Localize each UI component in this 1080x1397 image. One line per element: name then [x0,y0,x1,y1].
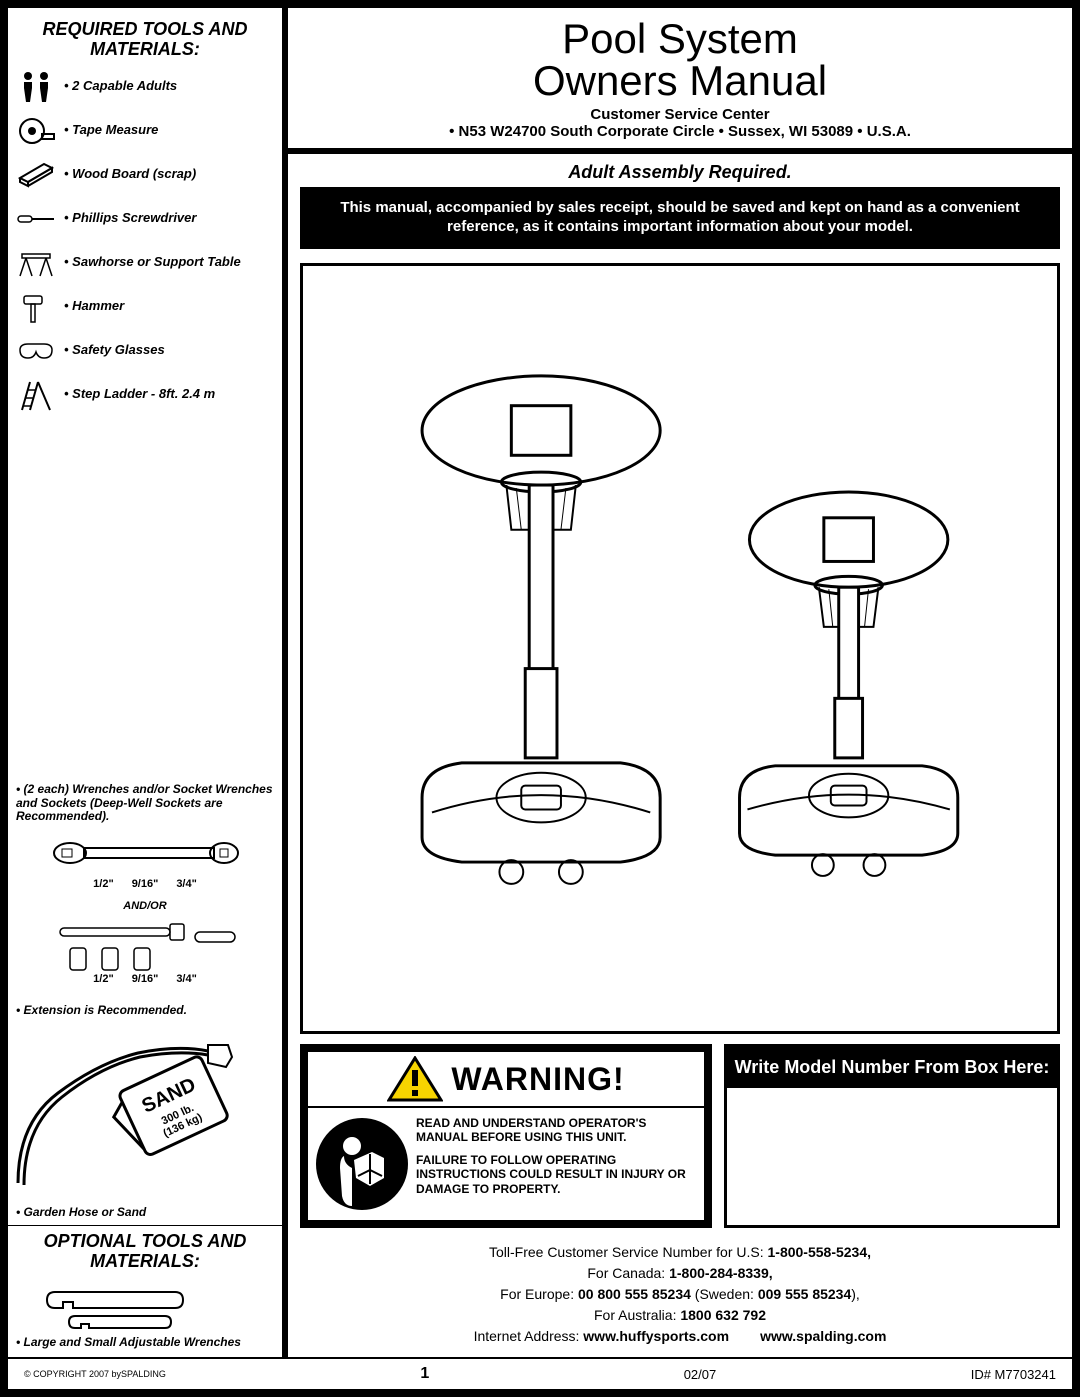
optional-tools-header: OPTIONAL TOOLS AND MATERIALS: [8,1225,282,1280]
footer-date: 02/07 [684,1367,717,1382]
sand-hose-area: SAND 300 lb. (136 kg) [8,1023,282,1203]
basketball-system-icon [303,266,1057,1032]
tool-screwdriver: • Phillips Screwdriver [16,202,274,236]
tool-hammer: • Hammer [16,290,274,324]
hammer-icon [16,290,56,324]
page: REQUIRED TOOLS AND MATERIALS: • 2 Capabl… [0,0,1080,1397]
tools-list: • 2 Capable Adults • Tape Measure • Wood… [8,64,282,783]
main-title: Pool SystemOwners Manual [300,18,1060,102]
contact-eu: For Europe: 00 800 555 85234 (Sweden: 00… [300,1284,1060,1305]
hose-sand-icon: SAND 300 lb. (136 kg) [8,1023,268,1203]
warning-body: READ AND UNDERSTAND OPERATOR'S MANUAL BE… [308,1108,704,1220]
model-number-header: Write Model Number From Box Here: [727,1047,1057,1088]
address: • N53 W24700 South Corporate Circle • Su… [300,123,1060,140]
tool-label: • Tape Measure [64,123,158,137]
title-block: Pool SystemOwners Manual Customer Servic… [288,8,1072,154]
product-illustration [300,263,1060,1035]
safety-glasses-icon [16,334,56,368]
size-label: 9/16" [132,973,159,985]
andor-label: AND/OR [8,894,282,918]
size-label: 1/2" [93,973,114,985]
right-column: Pool SystemOwners Manual Customer Servic… [288,8,1072,1357]
tool-label: • Step Ladder - 8ft. 2.4 m [64,387,215,401]
tool-label: • Hammer [64,299,124,313]
socket-sizes: 1/2" 9/16" 3/4" [8,918,282,989]
tool-label: • Phillips Screwdriver [64,211,196,225]
tool-label: • Safety Glasses [64,343,165,357]
wood-board-icon [16,158,56,192]
sawhorse-icon [16,246,56,280]
optional-wrench-label: • Large and Small Adjustable Wrenches [8,1336,282,1357]
warning-triangle-icon [387,1056,443,1102]
customer-service-center: Customer Service Center [300,106,1060,123]
tool-label: • Sawhorse or Support Table [64,255,241,269]
copyright: © COPYRIGHT 2007 bySPALDING [24,1369,166,1379]
tool-glasses: • Safety Glasses [16,334,274,368]
tool-board: • Wood Board (scrap) [16,158,274,192]
screwdriver-icon [16,202,56,236]
ladder-icon [16,378,56,412]
size-label: 1/2" [93,878,114,890]
contact-ca: For Canada: 1-800-284-8339, [300,1263,1060,1284]
required-tools-header: REQUIRED TOOLS AND MATERIALS: [8,8,282,64]
tool-label: • 2 Capable Adults [64,79,177,93]
contact-us: Toll-Free Customer Service Number for U.… [300,1242,1060,1263]
contact-web: Internet Address: www.huffysports.com ww… [300,1326,1060,1347]
contact-block: Toll-Free Customer Service Number for U.… [288,1228,1072,1357]
tool-label: • Wood Board (scrap) [64,167,196,181]
warning-header: WARNING! [308,1052,704,1108]
tool-tape: • Tape Measure [16,114,274,148]
model-number-box: Write Model Number From Box Here: [724,1044,1060,1228]
wrench-note: • (2 each) Wrenches and/or Socket Wrench… [8,783,282,828]
extension-note: • Extension is Recommended. [8,989,282,1023]
tool-sawhorse: • Sawhorse or Support Table [16,246,274,280]
assembly-note: Adult Assembly Required. [288,154,1072,187]
hose-label: • Garden Hose or Sand [8,1203,282,1225]
warning-box: WARNING! READ [300,1044,712,1228]
adjustable-wrench-icon [45,1280,245,1336]
model-number-blank[interactable] [727,1088,1057,1225]
tool-ladder: • Step Ladder - 8ft. 2.4 m [16,378,274,412]
size-label: 3/4" [176,973,197,985]
wrench-sizes: 1/2" 9/16" 3/4" [8,828,282,894]
footer: © COPYRIGHT 2007 bySPALDING 1 02/07 ID# … [8,1357,1072,1389]
adjustable-wrench-area [8,1280,282,1336]
size-label: 3/4" [176,878,197,890]
page-number: 1 [420,1365,429,1383]
warning-word: WARNING! [451,1061,624,1098]
left-column: REQUIRED TOOLS AND MATERIALS: • 2 Capabl… [8,8,288,1357]
people-icon [16,70,56,104]
wrench-icon [50,832,240,874]
footer-id: ID# M7703241 [971,1367,1056,1382]
save-manual-banner: This manual, accompanied by sales receip… [300,187,1060,249]
socket-wrench-icon [50,922,240,972]
top-area: REQUIRED TOOLS AND MATERIALS: • 2 Capabl… [8,8,1072,1357]
read-manual-icon [314,1116,410,1212]
tape-measure-icon [16,114,56,148]
tool-2-adults: • 2 Capable Adults [16,70,274,104]
warning-model-row: WARNING! READ [288,1044,1072,1228]
warning-text: READ AND UNDERSTAND OPERATOR'S MANUAL BE… [416,1116,694,1212]
size-label: 9/16" [132,878,159,890]
contact-au: For Australia: 1800 632 792 [300,1305,1060,1326]
